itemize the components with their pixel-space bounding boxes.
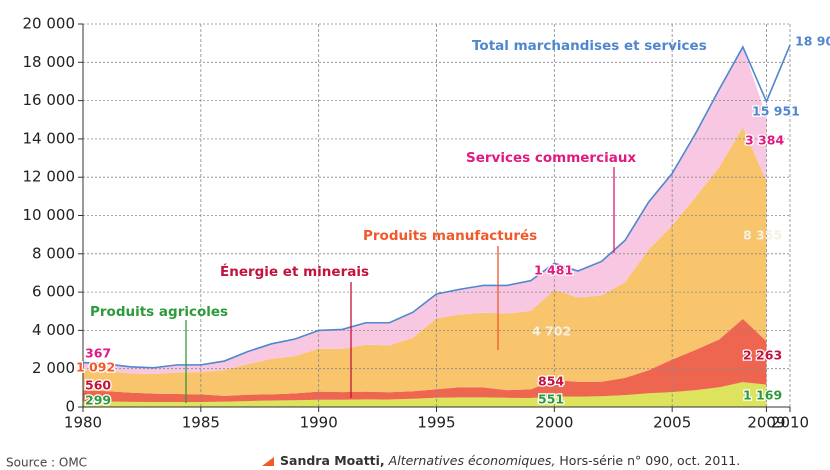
credit: Sandra Moatti, Alternatives économiques,… <box>280 453 740 468</box>
y-tick-label: 12 000 <box>23 168 76 186</box>
grid: 0 2 000 4 000 6 000 8 000 10 000 12 000 14 000 1… <box>23 15 810 432</box>
data-label: 8 355 <box>743 228 782 243</box>
x-tick-label: 1980 <box>64 414 102 432</box>
data-label: 299 <box>85 393 111 408</box>
series-name: Produits agricoles <box>90 304 228 320</box>
x-tick-label: 1990 <box>300 414 338 432</box>
data-label: 15 951 <box>752 104 800 119</box>
series-name: Énergie et minerais <box>220 263 369 280</box>
x-tick-label: 2010 <box>771 414 809 432</box>
y-tick-label: 18 000 <box>23 53 76 71</box>
credit-details: Hors-série n° 090, oct. 2011. <box>559 453 740 468</box>
data-label: 18 902 <box>795 34 830 49</box>
area <box>83 318 767 403</box>
overlay: Produits agricoles Énergie et minerais Pro… <box>75 32 830 409</box>
data-label: 367 <box>85 346 111 361</box>
y-tick-label: 0 <box>65 398 75 416</box>
x-tick-label: 2005 <box>653 414 691 432</box>
data-label: 1 092 <box>76 360 115 375</box>
area <box>83 127 767 396</box>
y-tick-label: 6 000 <box>32 283 75 301</box>
area <box>83 382 767 407</box>
data-label: 1 169 <box>743 388 782 403</box>
y-tick-label: 16 000 <box>23 91 76 109</box>
x-tick-label: 2009 <box>747 414 785 432</box>
data-label: 560 <box>85 378 111 393</box>
total-line <box>82 44 791 369</box>
data-label: 854 <box>538 374 564 389</box>
x-tick-label: 1985 <box>182 414 220 432</box>
series-name: Produits manufacturés <box>363 228 537 244</box>
data-label: 2 263 <box>743 348 782 363</box>
y-tick-label: 8 000 <box>32 244 75 262</box>
x-tick-label: 2000 <box>535 414 573 432</box>
series-name: Services commerciaux <box>466 150 636 166</box>
source: Source : OMC <box>6 456 87 470</box>
credit-author: Sandra Moatti, <box>280 453 385 468</box>
data-label: 3 384 <box>745 133 784 148</box>
data-label: 551 <box>538 392 564 407</box>
data-label: 4 702 <box>532 324 571 339</box>
credit-marker <box>262 457 274 466</box>
x-tick-label: 1995 <box>417 414 455 432</box>
credit-publication: Alternatives économiques, <box>388 453 556 468</box>
y-tick-label: 20 000 <box>23 15 76 33</box>
series-name: Total marchandises et services <box>472 38 707 54</box>
data-label: 1 481 <box>534 263 573 278</box>
y-tick-label: 14 000 <box>23 129 76 147</box>
y-tick-label: 2 000 <box>32 359 75 377</box>
y-tick-label: 4 000 <box>32 321 75 339</box>
y-tick-label: 10 000 <box>23 206 76 224</box>
